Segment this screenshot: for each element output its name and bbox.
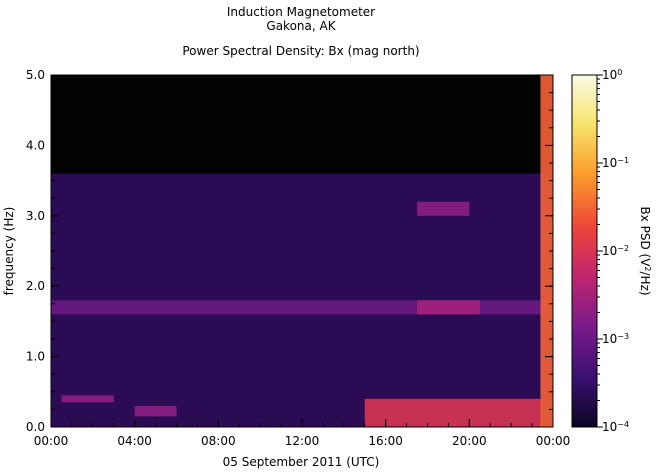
chart-title: Induction Magnetometer bbox=[227, 5, 375, 19]
colorbar-ticks: 100 10−1 10−2 10−3 10−4 bbox=[597, 68, 629, 435]
colorbar-tick-label: 100 bbox=[602, 68, 622, 83]
colorbar-tick-label: 10−4 bbox=[602, 420, 629, 435]
x-tick-label: 04:00 bbox=[117, 434, 152, 448]
heatmap-region-low-freq-enhancement bbox=[364, 398, 543, 427]
plot-title: Power Spectral Density: Bx (mag north) bbox=[182, 44, 419, 58]
colorbar: 100 10−1 10−2 10−3 10−4 Bx PSD (V2/Hz) bbox=[571, 68, 653, 435]
x-tick-label: 12:00 bbox=[285, 434, 320, 448]
x-axis: 00:00 04:00 08:00 12:00 16:00 20:00 00:00 bbox=[34, 75, 571, 448]
heatmap-region-late-band-3.1Hz bbox=[417, 201, 470, 216]
y-tick-label: 2.0 bbox=[26, 279, 45, 293]
y-tick-label: 3.0 bbox=[26, 209, 45, 223]
colorbar-label-suffix: /Hz) bbox=[638, 272, 652, 296]
heatmap-region-burst-0.2Hz bbox=[134, 405, 177, 417]
colorbar-tick-label: 10−2 bbox=[602, 244, 629, 259]
colorbar-gradient bbox=[571, 74, 598, 428]
heatmap-region-late-band-1.7Hz bbox=[417, 300, 480, 315]
x-tick-label: 00:00 bbox=[34, 434, 69, 448]
y-tick-label: 1.0 bbox=[26, 350, 45, 364]
x-tick-label: 00:00 bbox=[536, 434, 571, 448]
x-tick-label: 20:00 bbox=[452, 434, 487, 448]
colorbar-label-prefix: Bx PSD (V bbox=[638, 206, 652, 267]
y-tick-label: 5.0 bbox=[26, 68, 45, 82]
y-axis: 0.0 1.0 2.0 3.0 4.0 5.0 bbox=[26, 68, 553, 434]
spectrogram-heatmap bbox=[51, 75, 553, 427]
y-axis-label: frequency (Hz) bbox=[2, 207, 16, 296]
colorbar-label-sup: 2 bbox=[644, 266, 653, 271]
y-tick-label: 4.0 bbox=[26, 138, 45, 152]
y-tick-label: 0.0 bbox=[26, 420, 45, 434]
x-axis-label: 05 September 2011 (UTC) bbox=[223, 455, 380, 469]
colorbar-label: Bx PSD (V2/Hz) bbox=[638, 206, 653, 295]
chart-subtitle: Gakona, AK bbox=[266, 19, 336, 33]
colorbar-tick-label: 10−1 bbox=[602, 156, 629, 171]
x-tick-label: 08:00 bbox=[201, 434, 236, 448]
x-tick-label: 16:00 bbox=[368, 434, 403, 448]
colorbar-tick-label: 10−3 bbox=[602, 332, 629, 347]
heatmap-region-burst-0.4Hz bbox=[61, 395, 114, 403]
